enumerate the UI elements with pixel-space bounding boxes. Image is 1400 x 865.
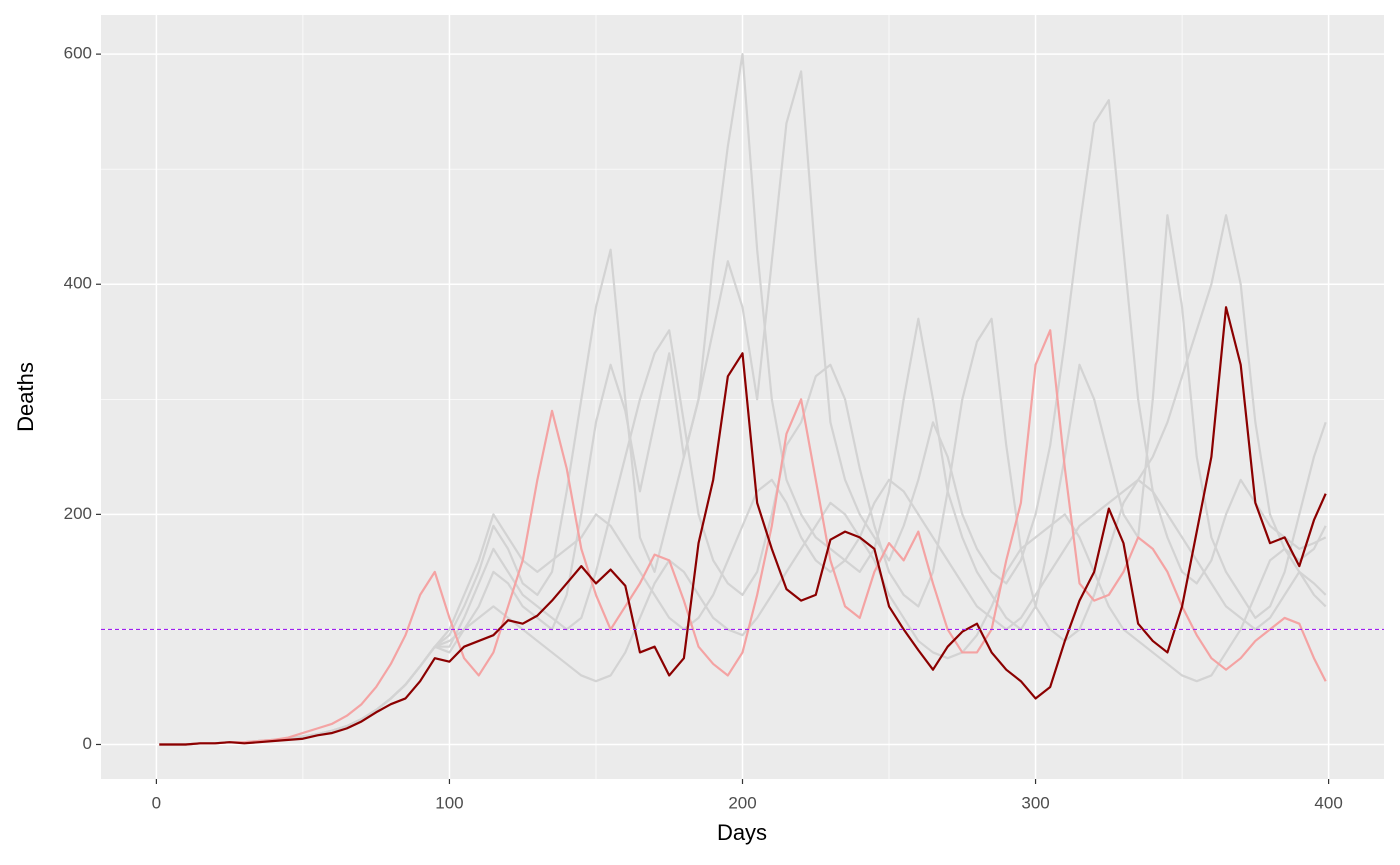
series-line	[159, 478, 1327, 746]
x-tick-label: 400	[1314, 793, 1342, 812]
x-tick-label: 100	[435, 793, 463, 812]
y-axis-title: Deaths	[13, 362, 38, 432]
x-tick-label: 300	[1021, 793, 1049, 812]
y-tick-label: 600	[64, 44, 92, 63]
x-axis-title: Days	[717, 820, 767, 845]
series-line	[159, 306, 1327, 746]
series-line	[159, 329, 1327, 746]
x-tick-label: 200	[728, 793, 756, 812]
y-tick-label: 400	[64, 274, 92, 293]
x-tick-label: 0	[152, 793, 161, 812]
y-tick-label: 200	[64, 504, 92, 523]
y-tick-label: 0	[83, 734, 92, 753]
